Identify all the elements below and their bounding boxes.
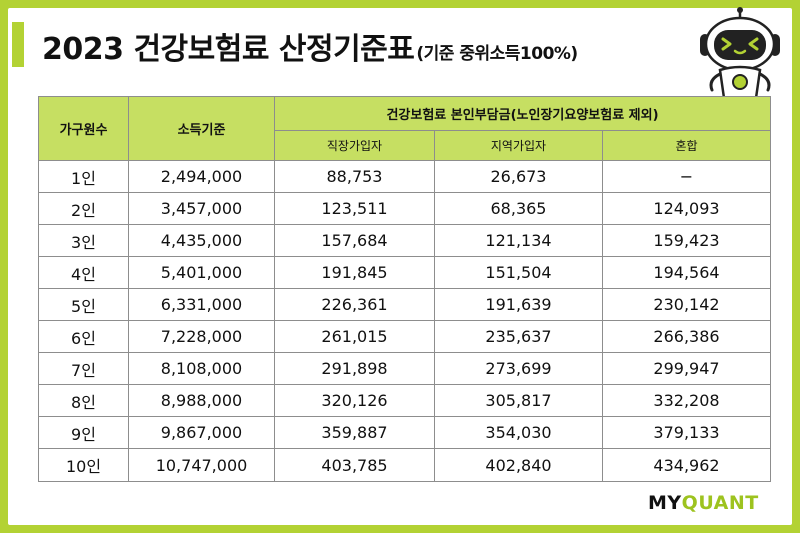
table-row: 8인 8,988,000 320,126 305,817 332,208 (38, 384, 772, 417)
cell-household: 1인 (38, 160, 129, 193)
cell-employee: 320,126 (274, 384, 435, 417)
table-row: 1인 2,494,000 88,753 26,673− (38, 160, 772, 193)
cell-household: 6인 (38, 320, 129, 353)
header-mixed: 혼합 (601, 130, 772, 161)
cell-income: 8,108,000 (128, 352, 275, 385)
cell-household: 2인 (38, 192, 129, 225)
table-row: 9인 9,867,000 359,887 354,030 379,133 (38, 416, 772, 449)
cell-household: 10인 (38, 448, 129, 482)
cell-mixed: 194,564 (601, 256, 772, 289)
cell-employee: 191,845 (274, 256, 435, 289)
brand-logo: MYQUANT (648, 492, 768, 514)
cell-income: 9,867,000 (128, 416, 275, 449)
cell-income: 7,228,000 (128, 320, 275, 353)
brand-quant: QUANT (681, 492, 759, 514)
cell-income: 8,988,000 (128, 384, 275, 417)
cell-income: 10,747,000 (128, 448, 275, 482)
cell-mixed: 332,208 (601, 384, 772, 417)
cell-regional: 273,699 (434, 352, 603, 385)
cell-regional: 151,504 (434, 256, 603, 289)
header-income: 소득기준 (128, 96, 275, 161)
cell-mixed: 379,133 (601, 416, 772, 449)
cell-household: 7인 (38, 352, 129, 385)
cell-employee: 226,361 (274, 288, 435, 321)
cell-income: 3,457,000 (128, 192, 275, 225)
cell-mixed: 299,947 (601, 352, 772, 385)
cell-employee: 261,015 (274, 320, 435, 353)
cell-employee: 157,684 (274, 224, 435, 257)
cell-income: 5,401,000 (128, 256, 275, 289)
cell-employee: 403,785 (274, 448, 435, 482)
table-row: 5인 6,331,000 226,361 191,639 230,142 (38, 288, 772, 321)
cell-regional: 26,673 (434, 160, 603, 193)
robot-mascot-icon (700, 7, 780, 103)
cell-mixed: 230,142 (601, 288, 772, 321)
table-row: 2인 3,457,000 123,511 68,365 124,093 (38, 192, 772, 225)
cell-employee: 88,753 (274, 160, 435, 193)
cell-regional: 68,365 (434, 192, 603, 225)
cell-regional: 402,840 (434, 448, 603, 482)
header-employee: 직장가입자 (274, 130, 435, 161)
cell-employee: 123,511 (274, 192, 435, 225)
cell-regional: 235,637 (434, 320, 603, 353)
cell-mixed: 434,962 (601, 448, 772, 482)
cell-mixed: 266,386 (601, 320, 772, 353)
cell-income: 2,494,000 (128, 160, 275, 193)
cell-income: 6,331,000 (128, 288, 275, 321)
cell-employee: 291,898 (274, 352, 435, 385)
table-row: 7인 8,108,000 291,898 273,699 299,947 (38, 352, 772, 385)
header-regional: 지역가입자 (434, 130, 603, 161)
cell-household: 3인 (38, 224, 129, 257)
cell-income: 4,435,000 (128, 224, 275, 257)
cell-regional: 121,134 (434, 224, 603, 257)
premium-table: 가구원수 소득기준 건강보험료 본인부담금(노인장기요양보험료 제외) 직장가입… (38, 96, 772, 482)
cell-regional: 305,817 (434, 384, 603, 417)
table-row: 3인 4,435,000 157,684 121,134 159,423 (38, 224, 772, 257)
table-row: 6인 7,228,000 261,015 235,637 266,386 (38, 320, 772, 353)
title-main: 2023 건강보험료 산정기준표 (42, 32, 415, 67)
title-accent-bar (12, 22, 24, 67)
title-subtitle: (기준 중위소득100%) (416, 44, 578, 64)
brand-my: MY (648, 492, 682, 514)
cell-regional: 191,639 (434, 288, 603, 321)
cell-mixed: 124,093 (601, 192, 772, 225)
cell-mixed: − (601, 160, 772, 193)
cell-household: 5인 (38, 288, 129, 321)
cell-household: 8인 (38, 384, 129, 417)
cell-employee: 359,887 (274, 416, 435, 449)
table-row: 10인 10,747,000 403,785 402,840 434,962 (38, 448, 772, 482)
cell-mixed: 159,423 (601, 224, 772, 257)
page-title: 2023 건강보험료 산정기준표 (기준 중위소득100%) (42, 24, 578, 67)
header-household: 가구원수 (38, 96, 129, 161)
cell-household: 4인 (38, 256, 129, 289)
cell-regional: 354,030 (434, 416, 603, 449)
table-row: 4인 5,401,000 191,845 151,504 194,564 (38, 256, 772, 289)
header-premium-group: 건강보험료 본인부담금(노인장기요양보험료 제외) (273, 96, 772, 131)
cell-household: 9인 (38, 416, 129, 449)
